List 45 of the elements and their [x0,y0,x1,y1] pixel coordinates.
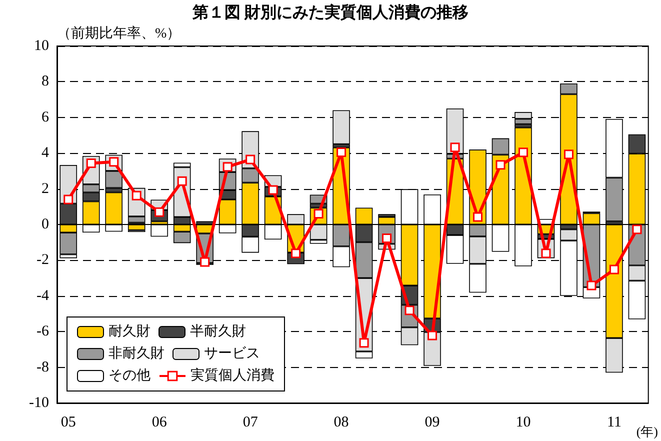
point [518,148,528,158]
x-tick-label: 06 [152,414,168,430]
y-tick-label: -8 [36,359,49,376]
y-tick-label: 4 [42,145,50,162]
legend-label: 非耐久財 [108,346,164,362]
point [428,330,438,340]
point [586,280,596,290]
point [564,150,574,160]
y-tick-label: 6 [42,109,50,126]
point [86,158,96,168]
x-tick-label: 08 [334,414,349,430]
x-tick-label: 11 [607,414,622,430]
legend-label: 実質個人消費 [190,368,274,384]
x-tick-label: 05 [60,414,76,430]
y-tick-label: 10 [34,38,49,54]
x-axis-title: (年) [636,424,658,439]
point [336,147,346,157]
point [496,160,506,170]
point [64,194,74,204]
y-tick-label: -10 [29,395,49,411]
y-tick-label: 2 [42,180,49,197]
y-tick-label: -2 [36,252,49,268]
point [268,185,278,195]
point [473,212,483,222]
legend-label: 耐久財 [108,324,150,340]
y-axis-title: （前期比年率、%） [57,26,181,42]
point [177,176,187,186]
point [404,306,414,316]
point [359,338,369,348]
point [450,142,460,152]
y-tick-label: -6 [36,324,50,340]
legend-label: 半耐久財 [190,324,246,340]
legend-label: その他 [108,368,150,384]
y-tick-label: 8 [42,74,49,90]
point [132,190,142,200]
y-tick-label: -4 [36,288,50,304]
point [246,154,256,164]
legend-label: サービス [204,346,260,362]
x-tick-label: 07 [242,414,258,430]
point [609,264,619,274]
y-tick-label: 0 [42,216,49,232]
chart-title: 第１図 財別にみた実質個人消費の推移 [192,2,468,22]
x-tick-label: 09 [424,414,440,430]
point [632,224,642,234]
x-tick-label: 10 [516,414,531,430]
